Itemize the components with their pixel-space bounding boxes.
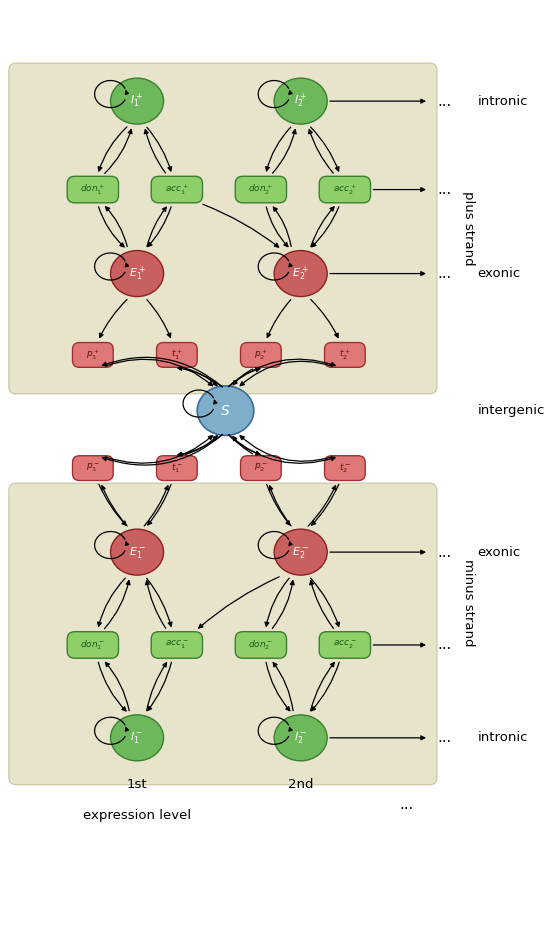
Text: $t_2^-$: $t_2^-$ [339, 461, 351, 475]
Ellipse shape [274, 78, 327, 124]
Text: $acc_2^-$: $acc_2^-$ [333, 639, 357, 651]
Text: $E_1^-$: $E_1^-$ [128, 545, 146, 560]
Text: $t_2^+$: $t_2^+$ [339, 348, 351, 362]
Text: $E_2^+$: $E_2^+$ [292, 265, 309, 282]
Text: ...: ... [438, 94, 452, 109]
Ellipse shape [110, 78, 164, 124]
FancyBboxPatch shape [151, 631, 202, 658]
Text: ...: ... [438, 638, 452, 653]
FancyBboxPatch shape [72, 342, 113, 368]
Text: $don_1^+$: $don_1^+$ [81, 183, 106, 197]
Text: $t_1^+$: $t_1^+$ [171, 348, 183, 362]
Ellipse shape [274, 250, 327, 296]
FancyBboxPatch shape [319, 176, 370, 203]
Ellipse shape [110, 529, 164, 575]
Text: plus strand: plus strand [462, 190, 475, 265]
Text: intronic: intronic [478, 95, 528, 108]
FancyBboxPatch shape [235, 176, 287, 203]
Text: $acc_1^+$: $acc_1^+$ [165, 183, 189, 197]
Text: ...: ... [438, 545, 452, 560]
Text: exonic: exonic [478, 546, 521, 559]
Ellipse shape [110, 715, 164, 761]
FancyBboxPatch shape [240, 342, 281, 368]
Ellipse shape [110, 250, 164, 296]
Text: $p_1^+$: $p_1^+$ [86, 348, 100, 362]
FancyBboxPatch shape [325, 456, 365, 480]
Text: $don_1^-$: $don_1^-$ [81, 638, 106, 652]
Text: $acc_1^-$: $acc_1^-$ [165, 639, 189, 651]
FancyBboxPatch shape [67, 176, 119, 203]
Text: expression level: expression level [83, 809, 191, 822]
Text: intergenic: intergenic [478, 404, 544, 417]
Text: $p_1^-$: $p_1^-$ [86, 462, 100, 475]
FancyBboxPatch shape [325, 342, 365, 368]
Ellipse shape [197, 386, 254, 435]
Text: $I_1^-$: $I_1^-$ [131, 731, 144, 746]
Text: $I_2^+$: $I_2^+$ [294, 92, 307, 111]
Text: 2nd: 2nd [288, 778, 313, 791]
Text: exonic: exonic [478, 267, 521, 280]
Text: 1st: 1st [127, 778, 147, 791]
Text: $acc_2^+$: $acc_2^+$ [333, 183, 357, 197]
FancyBboxPatch shape [9, 63, 437, 394]
FancyBboxPatch shape [235, 631, 287, 658]
Text: $t_1^-$: $t_1^-$ [171, 461, 183, 475]
FancyBboxPatch shape [157, 342, 197, 368]
FancyBboxPatch shape [9, 483, 437, 785]
Text: $I_2^-$: $I_2^-$ [294, 731, 307, 746]
Text: $I_1^+$: $I_1^+$ [131, 92, 144, 111]
FancyBboxPatch shape [67, 631, 119, 658]
Text: $E_1^+$: $E_1^+$ [128, 265, 146, 282]
Text: ...: ... [438, 182, 452, 197]
Text: intronic: intronic [478, 732, 528, 745]
Text: $don_2^+$: $don_2^+$ [248, 183, 274, 197]
Text: $don_2^-$: $don_2^-$ [248, 638, 274, 652]
Ellipse shape [274, 715, 327, 761]
Text: $p_2^+$: $p_2^+$ [254, 348, 268, 362]
Text: $E_2^-$: $E_2^-$ [292, 545, 309, 560]
FancyBboxPatch shape [319, 631, 370, 658]
FancyBboxPatch shape [151, 176, 202, 203]
Text: minus strand: minus strand [462, 559, 475, 646]
FancyBboxPatch shape [240, 456, 281, 480]
Text: ...: ... [438, 266, 452, 281]
Text: ...: ... [438, 731, 452, 746]
Text: $p_2^-$: $p_2^-$ [254, 462, 268, 475]
Text: $S$: $S$ [220, 403, 231, 417]
Ellipse shape [274, 529, 327, 575]
FancyBboxPatch shape [157, 456, 197, 480]
FancyBboxPatch shape [72, 456, 113, 480]
Text: ...: ... [400, 796, 414, 811]
